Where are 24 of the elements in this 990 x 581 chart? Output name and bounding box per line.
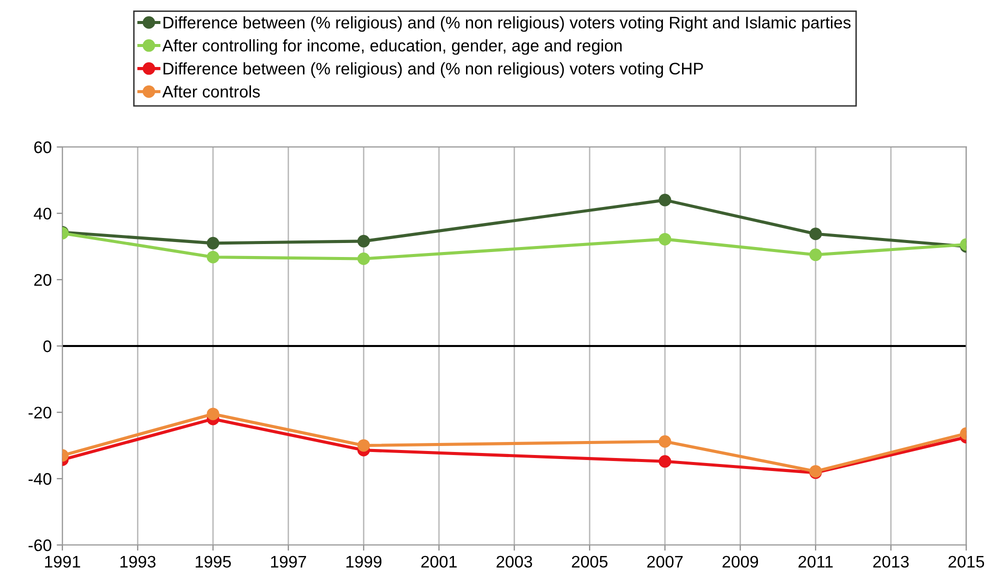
x-tick-label: 2003 xyxy=(496,556,532,568)
y-tick-label: -40 xyxy=(28,473,52,485)
legend-label: Difference between (% religious) and (% non religious) voters voting Right and Islamic parties xyxy=(164,16,851,32)
y-tick-label: 40 xyxy=(34,208,52,220)
x-tick-label: 1997 xyxy=(271,556,306,568)
x-tick-label: 2013 xyxy=(873,556,909,568)
x-tick-label: 1995 xyxy=(196,556,231,568)
x-tick-label: 2015 xyxy=(948,556,984,568)
x-tick-label: 1993 xyxy=(120,556,156,568)
y-tick-label: 0 xyxy=(43,340,52,352)
x-tick-label: 2011 xyxy=(798,556,833,568)
x-tick-label: 1991 xyxy=(45,556,80,568)
x-tick-label: 2001 xyxy=(421,556,457,568)
x-tick-label: 2009 xyxy=(722,556,758,568)
y-tick-label: 60 xyxy=(34,141,52,154)
y-tick-label: 20 xyxy=(34,274,52,286)
legend-label: Difference between (% religious) and (% non religious) voters voting CHP xyxy=(164,62,703,78)
legend-label: After controls xyxy=(162,85,260,98)
y-tick-label: -20 xyxy=(28,406,52,419)
legend-label: After controlling for income, education, gender, age and region xyxy=(162,39,622,55)
x-tick-label: 2005 xyxy=(572,556,608,568)
x-tick-label: 1999 xyxy=(346,556,382,568)
x-tick-label: 2007 xyxy=(647,556,683,568)
y-tick-label: -60 xyxy=(28,539,52,552)
